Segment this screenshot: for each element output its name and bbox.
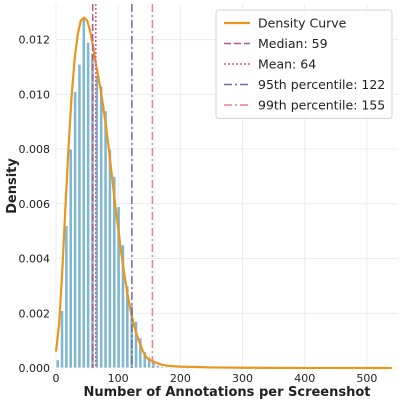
legend-entry-label: 95th percentile: 122	[258, 77, 385, 92]
histogram-bar	[59, 310, 65, 369]
x-tick-label: 200	[170, 372, 191, 385]
histogram-bar	[107, 148, 112, 369]
histogram-bar	[55, 359, 60, 369]
legend-entry-label: 99th percentile: 155	[258, 98, 385, 113]
reference-lines	[91, 4, 154, 368]
histogram-bar	[155, 364, 160, 369]
legend-entry-label: Median: 59	[258, 36, 328, 51]
y-tick-label: 0.006	[19, 198, 51, 211]
y-tick-label: 0.002	[19, 307, 51, 320]
density-curve-line	[54, 16, 392, 370]
legend-entry-label: Density Curve	[258, 16, 347, 31]
histogram-bar	[77, 63, 82, 369]
x-axis-label: Number of Annotations per Screenshot	[83, 385, 370, 400]
x-axis-ticks: 0 100 200 300 400 500	[53, 372, 378, 385]
histogram-bar	[99, 85, 104, 369]
histogram-bar	[125, 285, 130, 369]
y-tick-label: 0.012	[19, 34, 51, 47]
histogram-bar	[116, 206, 121, 369]
x-tick-label: 300	[232, 372, 253, 385]
histogram-bar	[138, 337, 143, 369]
histogram-bar	[147, 356, 152, 369]
x-tick-label: 400	[294, 372, 315, 385]
legend: Density Curve Median: 59 Mean: 64 95th perc…	[215, 9, 393, 119]
histogram-bar	[73, 91, 78, 369]
x-tick-label: 100	[108, 372, 129, 385]
histogram-bar	[120, 244, 126, 369]
histogram-bar	[86, 41, 91, 369]
legend-box	[215, 9, 393, 119]
histogram-bar	[81, 17, 86, 369]
y-tick-label: 0.008	[19, 143, 51, 156]
y-tick-label: 0.000	[19, 362, 51, 375]
x-tick-label: 0	[53, 372, 60, 385]
histogram-bar	[142, 351, 147, 369]
y-axis-label: Density	[5, 158, 20, 214]
histogram-bar	[103, 110, 108, 369]
histogram-bar	[64, 225, 69, 369]
density-curve-layer	[54, 16, 392, 370]
histogram-bar	[160, 365, 165, 369]
histogram-bar	[164, 366, 169, 369]
y-tick-label: 0.004	[19, 253, 51, 266]
histogram-bar	[133, 321, 139, 369]
y-axis-ticks: 0.000 0.002 0.004 0.006 0.008 0.010 0.012	[19, 34, 51, 375]
histogram-bar	[68, 148, 73, 369]
legend-entry-label: Mean: 64	[258, 57, 316, 72]
histogram-bar	[112, 176, 117, 369]
y-tick-label: 0.010	[19, 88, 51, 101]
x-tick-label: 500	[356, 372, 377, 385]
